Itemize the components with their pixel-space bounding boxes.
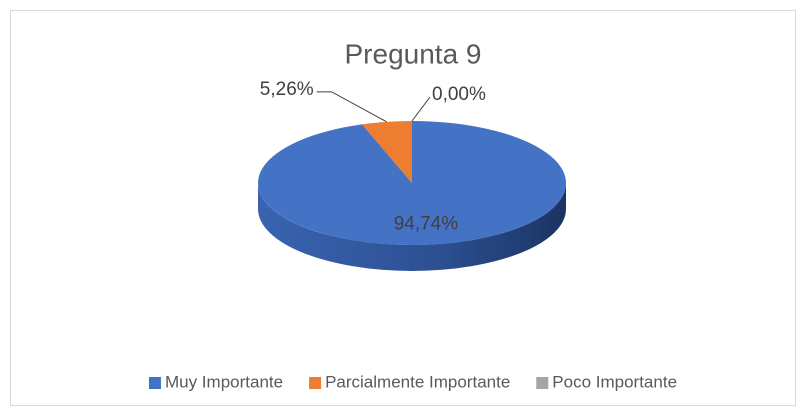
slice-side <box>258 183 566 271</box>
leader-line <box>411 96 431 122</box>
slice <box>257 121 566 245</box>
data-label: 94,74% <box>394 213 459 234</box>
leader-line <box>316 91 387 123</box>
legend-label: Parcialmente Importante <box>325 372 510 391</box>
legend: Muy Importante Parcialmente Importante Poc… <box>148 372 677 391</box>
legend-swatch <box>536 377 549 389</box>
legend-swatch <box>148 377 161 389</box>
legend-label: Poco Importante <box>552 372 677 391</box>
slice <box>362 121 412 183</box>
legend-label: Muy Importante <box>165 372 283 391</box>
chart-title: Pregunta 9 <box>345 38 482 69</box>
data-label: 0,00% <box>432 84 486 105</box>
legend-swatch <box>309 377 322 389</box>
data-label: 5,26% <box>260 79 314 100</box>
